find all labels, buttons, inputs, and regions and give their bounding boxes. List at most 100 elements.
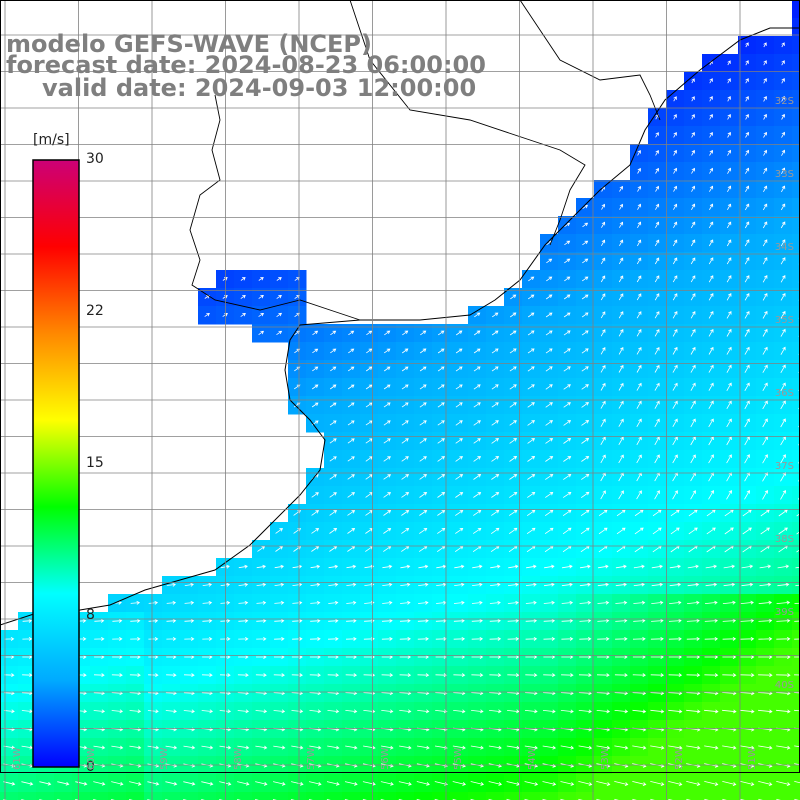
wind-arrow [727, 149, 731, 156]
wind-arrow [560, 745, 575, 750]
wind-arrow [527, 366, 535, 372]
wind-arrow [39, 781, 52, 786]
wind-arrow [618, 257, 624, 265]
wind-arrow [345, 709, 358, 714]
wind-arrow [490, 582, 501, 587]
wind-arrow [220, 564, 230, 569]
wind-cell [414, 792, 433, 800]
wind-arrow [727, 131, 731, 138]
wind-arrow [654, 400, 660, 409]
wind-arrow [709, 185, 714, 192]
wind-arrow [763, 185, 768, 192]
wind-arrow [111, 673, 123, 678]
wind-arrow [380, 781, 394, 786]
wind-arrow [722, 709, 737, 714]
wind-arrow [417, 636, 429, 641]
wind-arrow [724, 527, 734, 535]
wind-arrow [726, 454, 732, 464]
wind-arrow [184, 636, 195, 641]
wind-arrow [166, 618, 177, 623]
wind-arrow [722, 673, 737, 678]
wind-arrow [381, 673, 394, 678]
wind-arrow [344, 781, 358, 786]
wind-arrow [564, 240, 571, 246]
wind-arrow [726, 400, 732, 410]
wind-arrow [489, 709, 502, 714]
wind-arrow [418, 564, 429, 569]
lon-label: 56W [379, 747, 391, 770]
wind-arrow [668, 618, 682, 623]
wind-arrow [383, 366, 391, 372]
wind-arrow [780, 382, 786, 392]
wind-arrow [655, 167, 659, 174]
wind-arrow [129, 745, 142, 750]
wind-arrow [636, 454, 642, 464]
wind-arrow [473, 402, 481, 408]
wind-arrow [634, 509, 644, 517]
wind-arrow [329, 546, 338, 552]
wind-arrow [636, 490, 642, 500]
lat-label: 33S [774, 169, 794, 180]
wind-cell [792, 90, 800, 109]
wind-arrow [618, 490, 624, 500]
wind-arrow [437, 438, 445, 444]
wind-arrow [452, 745, 466, 750]
wind-arrow [637, 185, 641, 192]
wind-arrow [399, 618, 411, 623]
wind-arrow [708, 490, 714, 500]
wind-arrow [473, 348, 481, 354]
wind-arrow [597, 600, 610, 605]
wind-arrow [328, 564, 339, 569]
wind-arrow [651, 564, 663, 569]
wind-arrow [744, 221, 750, 229]
wind-cell [630, 792, 649, 800]
wind-arrow [651, 582, 664, 587]
wind-arrow [147, 781, 160, 786]
wind-arrow [600, 364, 606, 373]
wind-arrow [329, 384, 337, 390]
wind-arrow [509, 420, 517, 426]
wind-arrow [616, 527, 626, 535]
wind-arrow [165, 781, 178, 786]
wind-arrow [419, 384, 427, 390]
wind-arrow [437, 348, 445, 354]
wind-arrow [669, 600, 682, 605]
wind-arrow [256, 618, 267, 623]
wind-cell [432, 792, 451, 800]
wind-arrow [524, 709, 538, 714]
wind-arrow [219, 781, 232, 786]
wind-arrow [709, 96, 713, 102]
wind-arrow [780, 346, 786, 355]
wind-arrow [780, 328, 786, 337]
wind-cell [792, 252, 800, 271]
wind-arrow [726, 310, 732, 319]
wind-cell [396, 792, 415, 800]
wind-arrow [545, 312, 553, 318]
wind-arrow [563, 294, 571, 300]
wind-arrow [759, 582, 772, 587]
wind-arrow [183, 745, 196, 750]
wind-arrow [165, 709, 177, 714]
wind-arrow [690, 382, 696, 391]
wind-arrow [545, 456, 554, 462]
wind-arrow [744, 275, 750, 283]
wind-arrow [690, 490, 696, 500]
wind-arrow [453, 709, 466, 714]
wind-arrow [528, 276, 535, 282]
wind-arrow [509, 438, 517, 444]
wind-arrow [690, 328, 696, 337]
wind-arrow [744, 382, 750, 392]
wind-arrow [690, 293, 696, 301]
wind-arrow [362, 781, 376, 786]
wind-arrow [93, 781, 106, 786]
wind-arrow [708, 364, 714, 373]
wind-arrow [763, 60, 767, 66]
colorbar-unit: [m/s] [33, 132, 70, 148]
wind-cell [792, 18, 800, 37]
wind-arrow [726, 418, 732, 428]
wind-arrow [473, 384, 481, 390]
wind-arrow [276, 277, 282, 281]
wind-arrow [776, 673, 791, 678]
wind-arrow [741, 564, 754, 569]
